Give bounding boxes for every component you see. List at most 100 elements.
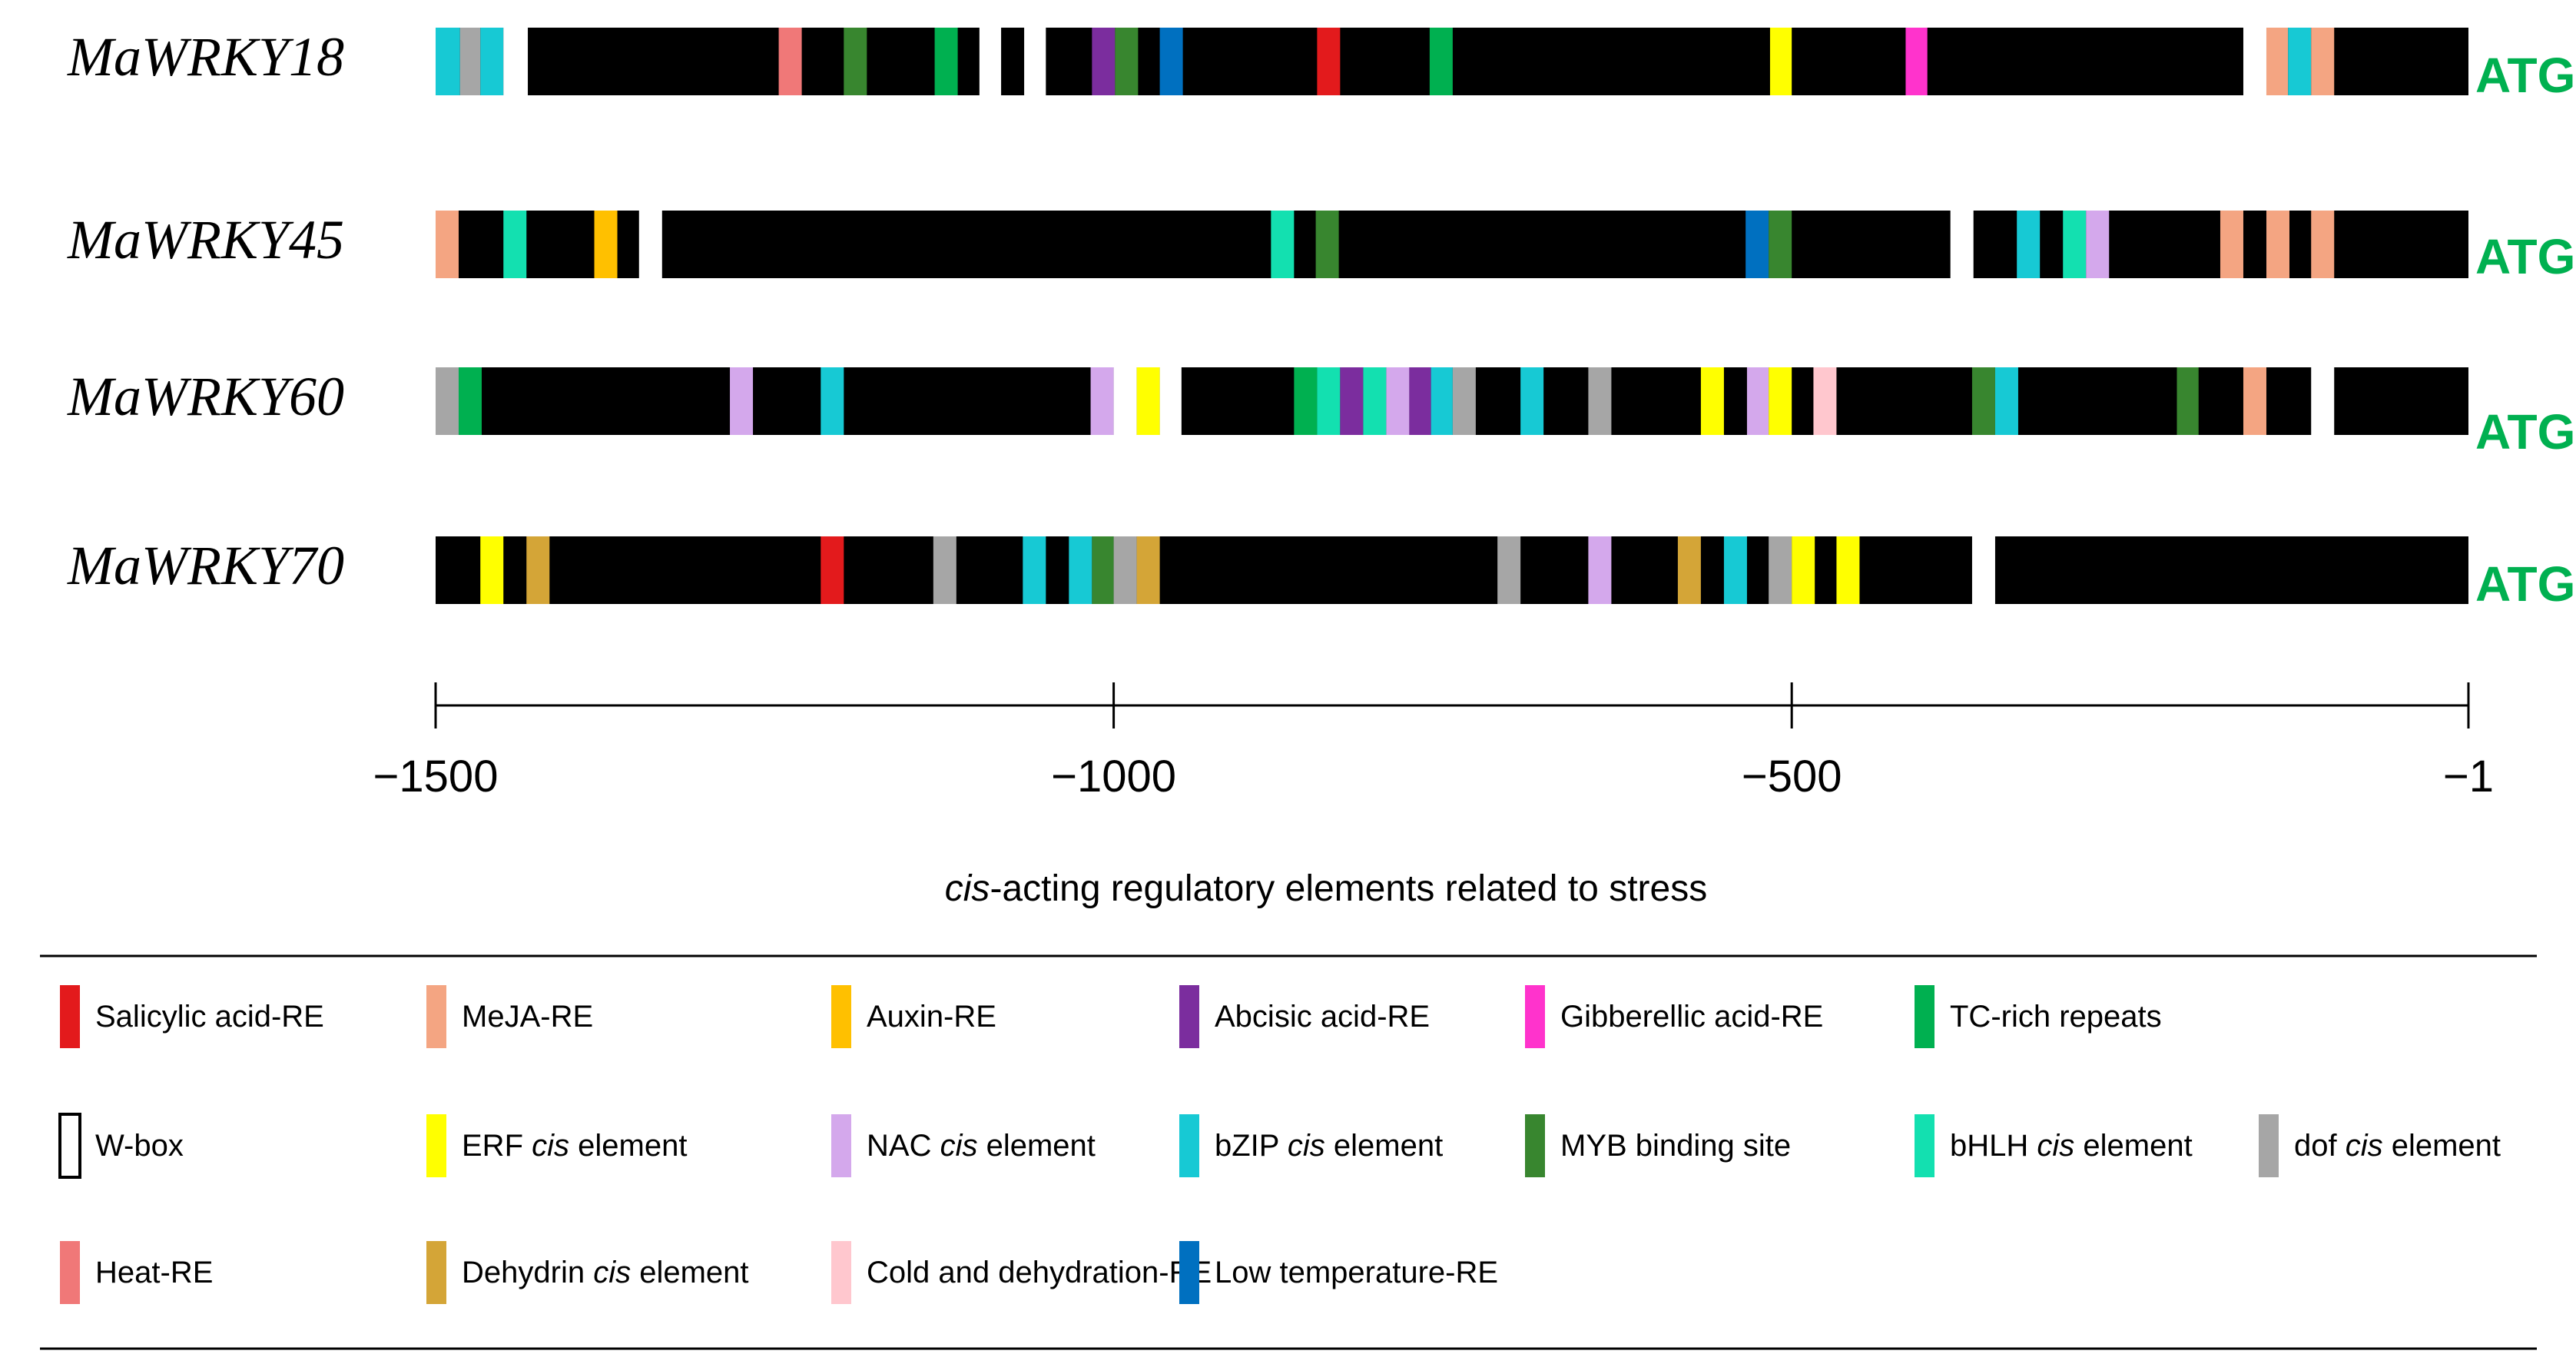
cis-element-nac-cis-element — [2086, 211, 2110, 278]
legend-label: bZIP cis element — [1215, 1129, 1443, 1163]
cis-element-w-box — [503, 28, 529, 95]
legend-swatch — [1525, 985, 1545, 1048]
cis-element-dehydrin-cis-element — [1677, 536, 1701, 604]
cis-element-abcisic-acid-re — [1409, 367, 1431, 435]
cis-element-myb-binding-site — [1769, 211, 1792, 278]
legend-item-abcisic-acid-re: Abcisic acid-RE — [1179, 985, 1430, 1048]
legend-item-bhlh-cis-element: bHLH cis element — [1915, 1114, 2193, 1177]
legend-label: ERF cis element — [462, 1129, 687, 1163]
cis-element-meja-re — [2266, 28, 2289, 95]
cis-element-dof-cis-element — [933, 536, 956, 604]
legend-label: Low temperature-RE — [1215, 1256, 1498, 1289]
cis-element-erf-cis-element — [1700, 367, 1724, 435]
legend-item-cold-and-dehydration-re: Cold and dehydration-RE — [831, 1241, 1212, 1304]
cis-element-dehydrin-cis-element — [526, 536, 550, 604]
cis-element-w-box — [638, 211, 662, 278]
legend-swatch — [1179, 985, 1199, 1048]
legend-label: Dehydrin cis element — [462, 1256, 749, 1289]
legend-swatch — [60, 985, 80, 1048]
cis-element-nac-cis-element — [1090, 367, 1114, 435]
cis-element-bzip-cis-element — [821, 367, 844, 435]
legend-label: Salicylic acid-RE — [95, 1000, 324, 1034]
legend-label: Abcisic acid-RE — [1215, 1000, 1430, 1034]
cis-element-tc-rich-repeats — [459, 367, 482, 435]
cis-element-gibberellic-acid-re — [1905, 28, 1928, 95]
axis-tick-label: −1500 — [373, 752, 499, 801]
cis-element-nac-cis-element — [730, 367, 754, 435]
cis-element-erf-cis-element — [1792, 536, 1815, 604]
cis-element-w-box — [1950, 211, 1974, 278]
cis-element-bzip-cis-element — [1520, 367, 1544, 435]
legend-swatch — [426, 985, 446, 1048]
cis-element-meja-re — [2243, 367, 2266, 435]
cis-element-low-temperature-re — [1159, 28, 1183, 95]
cis-element-nac-cis-element — [1386, 367, 1410, 435]
cis-element-meja-re — [2311, 28, 2335, 95]
element-legend: Salicylic acid-RE MeJA-RE Auxin-RE Abcisic … — [58, 985, 2501, 1304]
legend-label: MeJA-RE — [462, 1000, 593, 1034]
legend-item-w-box: W-box — [58, 1113, 184, 1179]
cis-element-meja-re — [436, 211, 459, 278]
legend-label: MYB binding site — [1560, 1129, 1791, 1163]
legend-item-auxin-re: Auxin-RE — [831, 985, 996, 1048]
cis-element-bhlh-cis-element — [1363, 367, 1387, 435]
legend-swatch — [831, 1114, 851, 1177]
legend-item-myb-binding-site: MYB binding site — [1525, 1114, 1791, 1177]
cis-element-w-box — [2311, 367, 2335, 435]
cis-element-nac-cis-element — [1588, 536, 1612, 604]
legend-item-meja-re: MeJA-RE — [426, 985, 593, 1048]
cis-element-myb-binding-site — [844, 28, 867, 95]
atg-label: ATG — [2475, 556, 2575, 612]
legend-swatch — [1915, 985, 1934, 1048]
cis-element-w-box — [1113, 367, 1137, 435]
legend-swatch — [1915, 1114, 1934, 1177]
gene-label-mawrky45: MaWRKY45 — [67, 209, 344, 270]
cis-element-bzip-cis-element — [1994, 367, 2018, 435]
cis-element-w-box — [2243, 28, 2266, 95]
gene-label-mawrky18: MaWRKY18 — [67, 26, 344, 88]
legend-swatch — [1179, 1114, 1199, 1177]
cis-element-salicylic-acid-re — [1317, 28, 1341, 95]
legend-label: Heat-RE — [95, 1256, 213, 1289]
cis-element-w-box — [1971, 536, 1995, 604]
cis-element-meja-re — [2220, 211, 2243, 278]
legend-swatch — [426, 1241, 446, 1304]
cis-element-erf-cis-element — [1836, 536, 1860, 604]
cis-element-bhlh-cis-element — [503, 211, 527, 278]
cis-element-tc-rich-repeats — [1294, 367, 1318, 435]
cis-element-cold-and-dehydration-re — [1813, 367, 1837, 435]
legend-swatch — [1525, 1114, 1545, 1177]
cis-element-dehydrin-cis-element — [1136, 536, 1160, 604]
legend-swatch — [2259, 1114, 2279, 1177]
cis-element-w-box — [979, 28, 1002, 95]
legend-label: TC-rich repeats — [1950, 1000, 2162, 1034]
cis-element-heat-re — [778, 28, 802, 95]
axis-tick-label: −1 — [2443, 752, 2494, 801]
cis-element-tc-rich-repeats — [1429, 28, 1453, 95]
legend-item-dehydrin-cis-element: Dehydrin cis element — [426, 1241, 749, 1304]
cis-element-low-temperature-re — [1746, 211, 1769, 278]
gene-label-mawrky70: MaWRKY70 — [67, 535, 344, 596]
legend-item-gibberellic-acid-re: Gibberellic acid-RE — [1525, 985, 1823, 1048]
legend-swatch — [831, 1241, 851, 1304]
cis-element-bzip-cis-element — [436, 28, 460, 95]
cis-element-bhlh-cis-element — [1271, 211, 1295, 278]
gene-label-mawrky60: MaWRKY60 — [67, 366, 344, 427]
legend-item-salicylic-acid-re: Salicylic acid-RE — [60, 985, 324, 1048]
cis-element-myb-binding-site — [1315, 211, 1339, 278]
cis-element-bzip-cis-element — [2017, 211, 2041, 278]
legend-item-bzip-cis-element: bZIP cis element — [1179, 1114, 1443, 1177]
cis-element-dof-cis-element — [1452, 367, 1476, 435]
legend-label: Auxin-RE — [867, 1000, 996, 1034]
cis-element-bzip-cis-element — [2288, 28, 2312, 95]
cis-element-erf-cis-element — [480, 536, 504, 604]
cis-element-bhlh-cis-element — [2063, 211, 2087, 278]
cis-element-myb-binding-site — [1092, 536, 1114, 604]
legend-item-nac-cis-element: NAC cis element — [831, 1114, 1096, 1177]
cis-element-nac-cis-element — [1746, 367, 1769, 435]
cis-element-auxin-re — [594, 211, 618, 278]
legend-label: W-box — [95, 1129, 184, 1163]
cis-element-dof-cis-element — [1497, 536, 1521, 604]
cis-element-dof-cis-element — [1769, 536, 1792, 604]
